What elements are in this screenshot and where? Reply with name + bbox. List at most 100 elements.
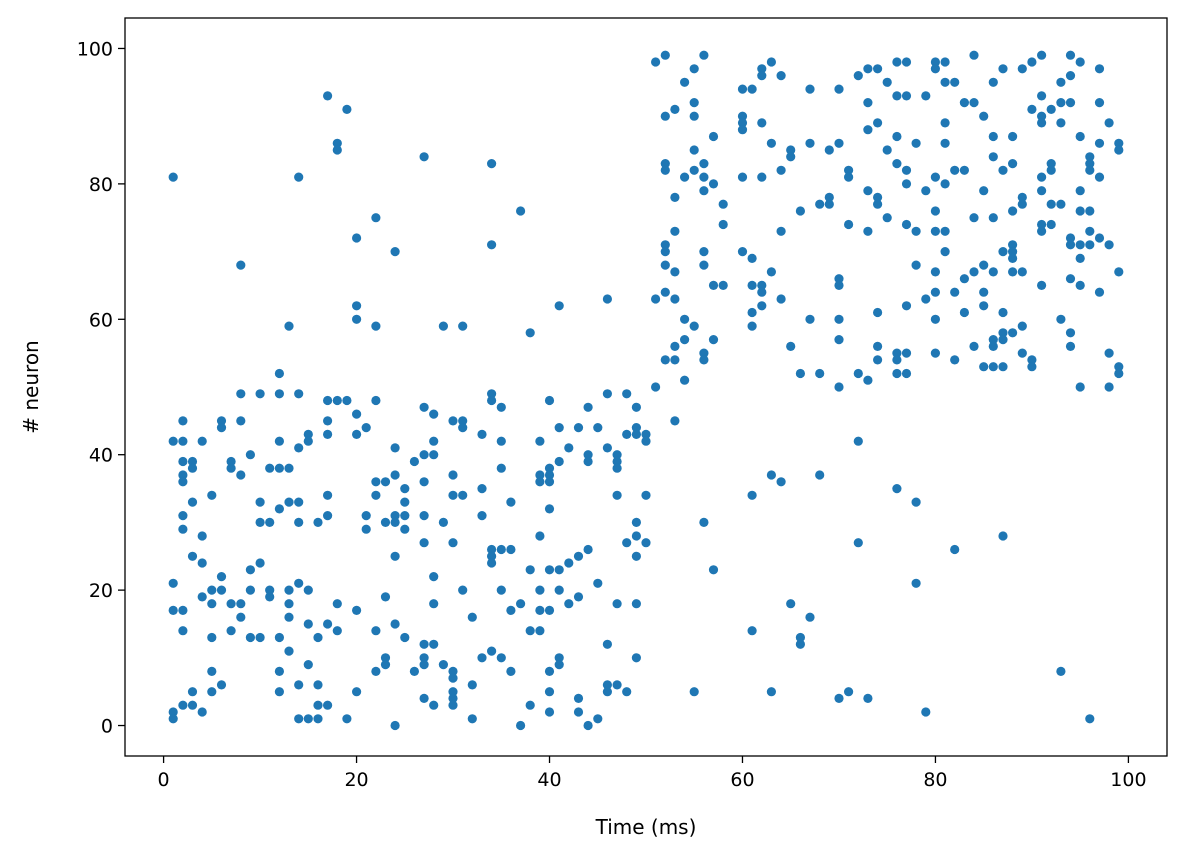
spike-point bbox=[168, 714, 178, 724]
spike-point bbox=[400, 484, 410, 494]
spike-point bbox=[950, 544, 960, 555]
spike-point bbox=[535, 605, 545, 616]
spike-point bbox=[371, 395, 381, 406]
spike-point bbox=[901, 219, 912, 230]
spike-point bbox=[766, 138, 777, 148]
spike-point bbox=[313, 700, 323, 710]
spike-point bbox=[969, 267, 979, 277]
spike-point bbox=[680, 77, 690, 87]
spike-point bbox=[892, 57, 902, 67]
spike-point bbox=[429, 599, 439, 609]
spike-point bbox=[844, 219, 854, 230]
spike-point bbox=[207, 687, 217, 697]
spike-point bbox=[1008, 267, 1018, 277]
spike-point bbox=[795, 632, 806, 643]
spike-point bbox=[178, 456, 188, 467]
spike-point bbox=[930, 287, 941, 297]
spike-point bbox=[959, 307, 970, 318]
spike-point bbox=[1065, 240, 1076, 250]
spike-point bbox=[1008, 247, 1018, 257]
spike-point bbox=[274, 666, 284, 677]
spike-point bbox=[1046, 219, 1056, 230]
spike-point bbox=[352, 429, 362, 439]
spike-point bbox=[458, 423, 468, 433]
spike-point bbox=[699, 50, 709, 60]
spike-point bbox=[313, 714, 323, 724]
spike-point bbox=[178, 626, 188, 636]
spike-point bbox=[651, 382, 661, 392]
spike-point bbox=[516, 720, 526, 731]
spike-point bbox=[303, 585, 313, 595]
spike-point bbox=[930, 348, 941, 358]
spike-point bbox=[178, 436, 188, 446]
spike-point bbox=[573, 423, 584, 433]
spike-point bbox=[631, 423, 642, 433]
x-tick-label: 80 bbox=[923, 769, 947, 791]
spike-point bbox=[380, 592, 391, 602]
spike-point bbox=[390, 551, 400, 561]
spike-point bbox=[853, 538, 863, 548]
spike-point bbox=[573, 707, 584, 717]
spike-point bbox=[1037, 118, 1047, 128]
spike-point bbox=[1046, 104, 1056, 114]
spike-point bbox=[863, 226, 873, 236]
spike-point bbox=[921, 91, 931, 101]
spike-point bbox=[805, 612, 815, 622]
spike-point bbox=[187, 497, 198, 507]
spike-point bbox=[602, 680, 613, 690]
spike-point bbox=[873, 307, 883, 318]
spike-point bbox=[1094, 233, 1105, 243]
spike-point bbox=[525, 565, 535, 575]
spike-point bbox=[834, 314, 844, 324]
spike-point bbox=[631, 599, 642, 609]
spike-point bbox=[583, 544, 593, 555]
spike-point bbox=[1075, 57, 1085, 67]
spike-point bbox=[178, 700, 188, 710]
y-axis: 0 20 40 60 80 100 bbox=[77, 38, 125, 738]
spike-point bbox=[168, 436, 178, 446]
spike-point bbox=[689, 98, 699, 108]
spike-point bbox=[689, 64, 699, 74]
spike-point bbox=[178, 510, 188, 521]
spike-point bbox=[197, 558, 207, 568]
spike-point bbox=[487, 544, 497, 555]
spike-point bbox=[245, 585, 255, 595]
spike-point bbox=[998, 531, 1008, 541]
spike-point bbox=[969, 98, 979, 108]
spike-point bbox=[969, 213, 979, 223]
spike-point bbox=[988, 362, 998, 372]
spike-point bbox=[1037, 186, 1047, 196]
spike-point bbox=[554, 301, 564, 311]
spike-point bbox=[979, 186, 989, 196]
spike-point bbox=[1037, 226, 1047, 236]
spike-point bbox=[1085, 226, 1095, 236]
spike-point bbox=[1094, 138, 1105, 148]
spike-point bbox=[776, 477, 786, 487]
spike-point bbox=[323, 416, 333, 426]
spike-point bbox=[352, 687, 362, 697]
spike-point bbox=[988, 267, 998, 277]
spike-point bbox=[998, 64, 1008, 74]
spike-point bbox=[1065, 50, 1076, 60]
spike-point bbox=[834, 138, 844, 148]
x-tick-label: 0 bbox=[158, 769, 170, 791]
spike-point bbox=[274, 687, 284, 697]
spike-point bbox=[525, 328, 535, 338]
spike-point bbox=[1075, 253, 1085, 263]
spike-point bbox=[593, 423, 603, 433]
spike-point bbox=[660, 111, 670, 121]
spike-point bbox=[747, 490, 757, 500]
spike-point bbox=[400, 524, 410, 534]
spike-point bbox=[409, 666, 419, 677]
spike-point bbox=[487, 646, 497, 656]
spike-point bbox=[1114, 362, 1124, 372]
spike-point bbox=[747, 307, 757, 318]
spike-point bbox=[873, 118, 883, 128]
spike-point bbox=[602, 294, 613, 304]
spike-point bbox=[487, 395, 497, 406]
spike-point bbox=[1065, 233, 1076, 243]
spike-point bbox=[284, 321, 294, 331]
spike-point bbox=[342, 395, 352, 406]
spike-point bbox=[429, 436, 439, 446]
spike-point bbox=[670, 267, 680, 277]
